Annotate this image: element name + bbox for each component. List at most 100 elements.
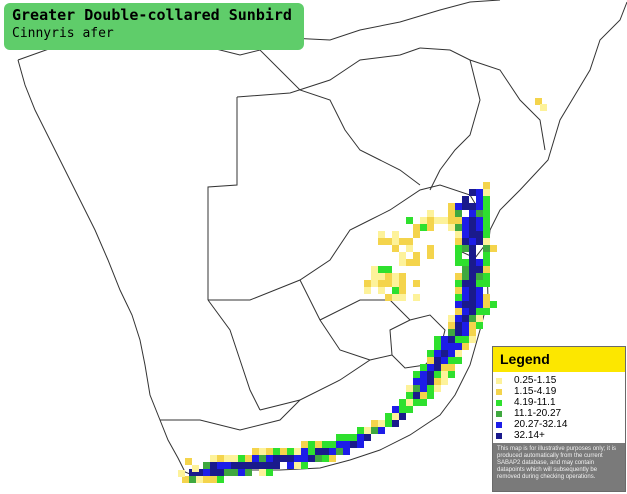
grid-cell	[469, 329, 476, 336]
grid-cell	[441, 336, 448, 343]
grid-cell	[434, 364, 441, 371]
grid-cell	[231, 455, 238, 462]
grid-cell	[476, 196, 483, 203]
grid-cell	[469, 231, 476, 238]
grid-cell	[420, 364, 427, 371]
grid-cell	[476, 301, 483, 308]
grid-cell	[476, 287, 483, 294]
legend-item: 4.19-11.1	[493, 397, 625, 408]
grid-cell	[266, 448, 273, 455]
grid-cell	[294, 462, 301, 469]
grid-cell	[476, 315, 483, 322]
grid-cell	[350, 434, 357, 441]
grid-cell	[427, 224, 434, 231]
grid-cell	[301, 462, 308, 469]
grid-cell	[476, 189, 483, 196]
grid-cell	[455, 210, 462, 217]
grid-cell	[427, 364, 434, 371]
legend-item: 20.27-32.14	[493, 419, 625, 430]
grid-cell	[434, 217, 441, 224]
grid-cell	[441, 217, 448, 224]
border-namibia-botswana	[207, 97, 238, 300]
grid-cell	[483, 266, 490, 273]
grid-cell	[364, 427, 371, 434]
grid-cell	[371, 266, 378, 273]
grid-cell	[434, 350, 441, 357]
grid-cell	[378, 266, 385, 273]
grid-cell	[483, 252, 490, 259]
grid-cell	[399, 259, 406, 266]
grid-cell	[469, 259, 476, 266]
grid-cell	[434, 371, 441, 378]
grid-cell	[308, 455, 315, 462]
grid-cell	[413, 294, 420, 301]
grid-cell	[490, 301, 497, 308]
grid-cell	[455, 273, 462, 280]
grid-cell	[448, 371, 455, 378]
grid-cell	[448, 203, 455, 210]
grid-cell	[448, 217, 455, 224]
grid-cell	[378, 420, 385, 427]
grid-cell	[483, 301, 490, 308]
legend-swatch	[496, 421, 502, 428]
grid-cell	[441, 364, 448, 371]
grid-cell	[441, 371, 448, 378]
grid-cell	[392, 420, 399, 427]
grid-cell	[371, 273, 378, 280]
grid-cell	[427, 378, 434, 385]
grid-cell	[406, 238, 413, 245]
grid-cell	[462, 238, 469, 245]
grid-cell	[413, 378, 420, 385]
grid-cell	[238, 469, 245, 476]
grid-cell	[413, 259, 420, 266]
grid-cell	[434, 378, 441, 385]
grid-cell	[231, 462, 238, 469]
grid-cell	[343, 441, 350, 448]
grid-cell	[427, 245, 434, 252]
grid-cell	[469, 252, 476, 259]
grid-cell	[413, 252, 420, 259]
grid-cell	[469, 336, 476, 343]
grid-cell	[462, 203, 469, 210]
grid-cell	[266, 455, 273, 462]
grid-cell	[371, 427, 378, 434]
grid-cell	[392, 406, 399, 413]
grid-cell	[413, 224, 420, 231]
grid-cell	[462, 217, 469, 224]
grid-cell	[322, 441, 329, 448]
grid-cell	[224, 469, 231, 476]
grid-cell	[420, 217, 427, 224]
grid-cell	[217, 455, 224, 462]
grid-cell	[252, 455, 259, 462]
grid-cell	[203, 469, 210, 476]
grid-cell	[476, 308, 483, 315]
grid-cell	[245, 462, 252, 469]
grid-cell	[189, 476, 196, 483]
grid-cell	[455, 357, 462, 364]
grid-cell	[455, 231, 462, 238]
grid-cell	[483, 210, 490, 217]
grid-cell	[196, 476, 203, 483]
grid-cell	[455, 322, 462, 329]
grid-cell	[427, 357, 434, 364]
grid-cell	[329, 448, 336, 455]
grid-cell	[378, 280, 385, 287]
grid-cell	[441, 343, 448, 350]
grid-cell	[455, 329, 462, 336]
grid-cell	[406, 392, 413, 399]
grid-cell	[455, 308, 462, 315]
grid-cell	[476, 224, 483, 231]
grid-cell	[483, 224, 490, 231]
grid-cell	[462, 280, 469, 287]
grid-cell	[336, 448, 343, 455]
border-zimbabwe-mozambique	[419, 47, 546, 191]
grid-cell	[462, 196, 469, 203]
legend-label: 0.25-1.15	[514, 375, 557, 386]
grid-cell	[483, 182, 490, 189]
grid-cell	[364, 280, 371, 287]
legend-disclaimer: This map is for illustrative purposes on…	[497, 446, 617, 480]
grid-cell	[392, 273, 399, 280]
grid-cell	[210, 455, 217, 462]
grid-cell	[308, 441, 315, 448]
grid-cell	[448, 322, 455, 329]
